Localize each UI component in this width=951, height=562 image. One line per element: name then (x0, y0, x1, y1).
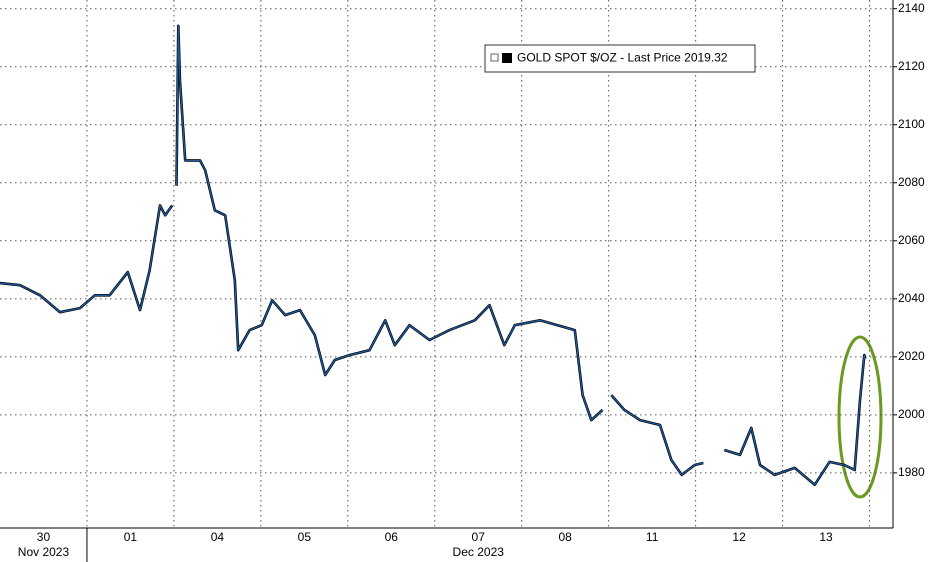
x-tick-label: 13 (819, 530, 833, 544)
legend-label: GOLD SPOT $/OZ - Last Price 2019.32 (517, 51, 728, 65)
y-tick-label: 1980 (898, 465, 925, 479)
legend-icon (490, 53, 499, 62)
y-tick-label: 2140 (898, 1, 925, 15)
y-tick-label: 2120 (898, 59, 925, 73)
y-tick-label: 2040 (898, 291, 925, 305)
highlight-ellipse (837, 335, 883, 499)
x-group-label: Nov 2023 (18, 545, 70, 559)
x-tick-label: 06 (385, 530, 399, 544)
x-tick-label: 07 (472, 530, 486, 544)
y-tick-label: 2060 (898, 233, 925, 247)
y-tick-label: 2100 (898, 117, 925, 131)
price-line (0, 25, 866, 486)
x-tick-label: 30 (37, 530, 51, 544)
y-tick-label: 2000 (898, 407, 925, 421)
y-tick-label: 2080 (898, 175, 925, 189)
x-tick-label: 08 (559, 530, 573, 544)
y-tick-label: 2020 (898, 349, 925, 363)
legend-box (484, 44, 756, 73)
x-group-label: Dec 2023 (453, 545, 505, 559)
legend-swatch (502, 53, 512, 63)
x-tick-label: 12 (732, 530, 746, 544)
x-tick-label: 05 (298, 530, 312, 544)
legend: GOLD SPOT $/OZ - Last Price 2019.32 (484, 44, 756, 73)
x-tick-label: 01 (124, 530, 138, 544)
x-tick-label: 04 (211, 530, 225, 544)
x-tick-label: 11 (646, 530, 659, 544)
